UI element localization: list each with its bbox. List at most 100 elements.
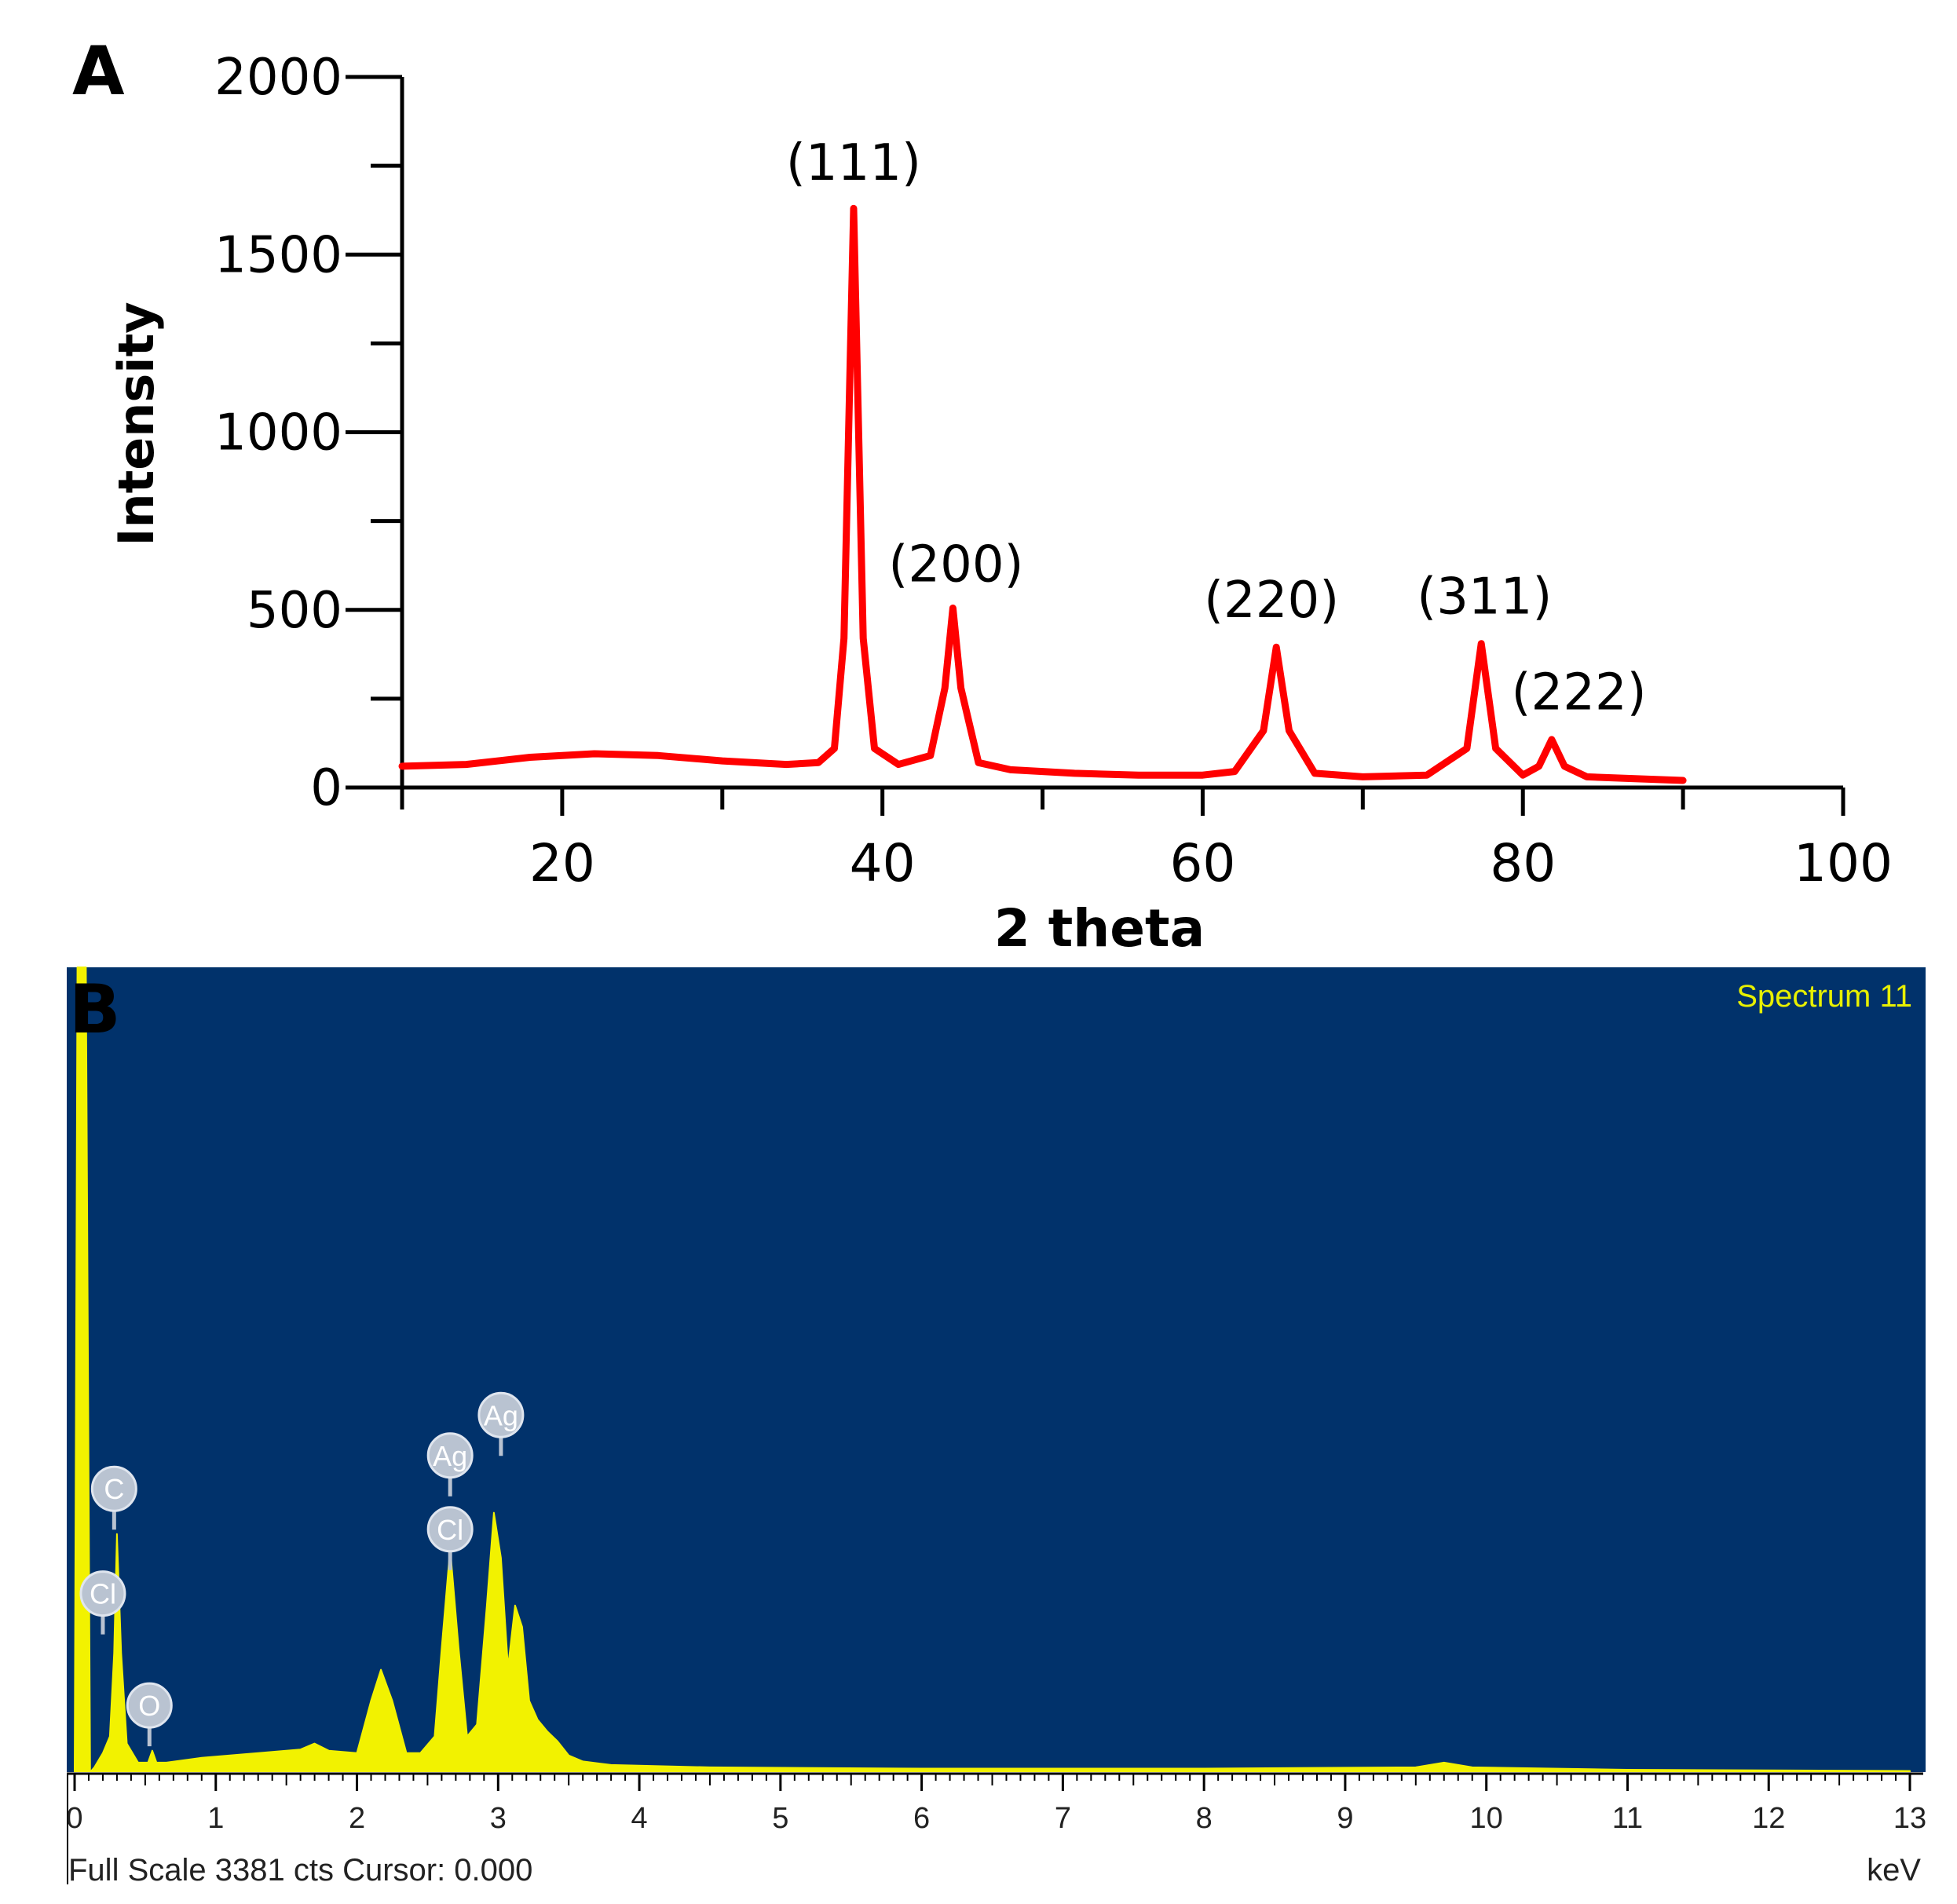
y-tick-label: 0 [310, 759, 342, 817]
xrd-data-point [850, 205, 857, 211]
eds-footer-status: Full Scale 3381 cts Cursor: 0.000 [68, 1853, 532, 1888]
xrd-data-point [1199, 772, 1205, 778]
eds-x-tick-label: 13 [1893, 1802, 1926, 1835]
xrd-data-point [1260, 728, 1267, 734]
y-axis-ticks: 0 500 1000 1500 2000 [214, 49, 402, 817]
xrd-data-point [1464, 745, 1470, 751]
element-marker-label: Ag [433, 1440, 467, 1472]
xrd-data-point [463, 762, 470, 768]
xrd-data-point [1136, 772, 1142, 778]
xrd-data-point [958, 685, 964, 691]
eds-x-tick-label: 1 [207, 1802, 224, 1835]
eds-plot-area [74, 967, 1911, 1773]
element-marker-label: O [138, 1690, 160, 1722]
eds-x-tick-label: 7 [1055, 1802, 1071, 1835]
y-tick-label: 1000 [214, 404, 342, 462]
element-marker-circle [477, 1391, 525, 1438]
x-tick-label: 80 [1490, 833, 1556, 894]
xrd-data-point [783, 762, 789, 768]
peak-label: (222) [1512, 663, 1647, 722]
element-marker-circle [426, 1506, 474, 1553]
element-markers: C Cl O Ag Cl Ag [79, 1391, 525, 1747]
eds-x-tick-label: 8 [1196, 1802, 1213, 1835]
xrd-data-point [841, 635, 847, 641]
xrd-data-point [1549, 736, 1555, 743]
xrd-data-point [591, 751, 598, 757]
element-marker-label: Cl [437, 1514, 463, 1546]
xrd-data-point [1359, 773, 1366, 780]
peak-annotations: (111) (200) (220) (311) (222) [786, 134, 1647, 722]
panel-b-label: B [69, 970, 121, 1049]
eds-x-tick-label: 6 [913, 1802, 930, 1835]
element-marker-label: C [104, 1473, 124, 1505]
xrd-data-point [399, 763, 405, 769]
x-tick-label: 40 [850, 833, 916, 894]
xrd-data-point [1273, 644, 1279, 650]
xrd-data-point [1478, 641, 1484, 647]
eds-spectrum-area [74, 967, 1911, 1773]
x-tick-label: 60 [1169, 833, 1235, 894]
eds-plot-background [67, 967, 1926, 1772]
xrd-data-point [1536, 763, 1542, 769]
eds-x-tick-label: 5 [772, 1802, 788, 1835]
eds-x-unit-label: keV [1867, 1853, 1921, 1888]
xrd-data-point [1680, 777, 1686, 784]
panel-a-label: A [72, 32, 125, 111]
xrd-plot-area [398, 204, 1687, 784]
xrd-data-point [1008, 766, 1014, 773]
x-tick-label: 100 [1794, 833, 1893, 894]
eds-x-axis-ticks: 0 1 2 3 4 5 6 7 8 9 10 11 12 13 [66, 1774, 1926, 1835]
panel-a-xrd-chart: A Intensity 2 theta 0 500 1000 1500 2000 20 4… [72, 32, 1893, 959]
xrd-series-line [398, 204, 1687, 784]
eds-x-tick-label: 12 [1752, 1802, 1785, 1835]
peak-label: (111) [786, 134, 921, 192]
xrd-data-point [655, 752, 661, 758]
xrd-data-point [1286, 728, 1292, 734]
element-marker-circle [79, 1570, 126, 1617]
xrd-data-point [1071, 770, 1077, 777]
element-marker-label: Ag [484, 1399, 518, 1431]
eds-axis-strip [67, 1772, 1926, 1904]
xrd-data-point [1584, 773, 1590, 780]
xrd-data-point [1520, 772, 1526, 778]
element-marker-circle [90, 1465, 137, 1512]
peak-label: (200) [888, 536, 1023, 594]
xrd-data-point [949, 605, 956, 611]
xrd-data-point [1311, 770, 1318, 777]
eds-x-tick-label: 10 [1470, 1802, 1503, 1835]
y-tick-label: 1500 [214, 226, 342, 284]
xrd-data-point [832, 745, 837, 751]
xrd-data-point [1424, 772, 1430, 778]
xrd-data-point [895, 762, 902, 768]
element-marker-circle [126, 1682, 173, 1729]
eds-x-tick-label: 3 [490, 1802, 507, 1835]
element-marker-circle [426, 1432, 474, 1479]
xrd-data-point [942, 685, 948, 691]
xrd-data-point [1632, 776, 1638, 782]
xrd-data-point [527, 755, 533, 760]
element-marker-label: Cl [90, 1578, 116, 1610]
peak-label: (311) [1417, 568, 1552, 626]
spectrum-title: Spectrum 11 [1736, 979, 1912, 1014]
x-axis-label: 2 theta [994, 898, 1205, 959]
xrd-data-point [1231, 769, 1238, 775]
x-tick-label: 20 [529, 833, 595, 894]
xrd-data-point [860, 635, 866, 641]
eds-x-tick-label: 4 [631, 1802, 648, 1835]
xrd-data-point [719, 758, 726, 764]
y-axis-label: Intensity [108, 301, 165, 546]
x-axis-ticks: 20 40 60 80 100 [400, 788, 1893, 894]
xrd-data-point [872, 745, 877, 751]
y-tick-label: 500 [247, 582, 342, 640]
xrd-data-point [1561, 763, 1567, 769]
y-tick-label: 2000 [214, 49, 342, 107]
eds-x-tick-label: 2 [349, 1802, 365, 1835]
xrd-data-point [815, 759, 821, 766]
eds-x-tick-label: 11 [1612, 1802, 1643, 1835]
xrd-data-point [1493, 745, 1499, 751]
eds-x-tick-label: 0 [66, 1802, 82, 1835]
peak-label: (220) [1204, 572, 1339, 630]
